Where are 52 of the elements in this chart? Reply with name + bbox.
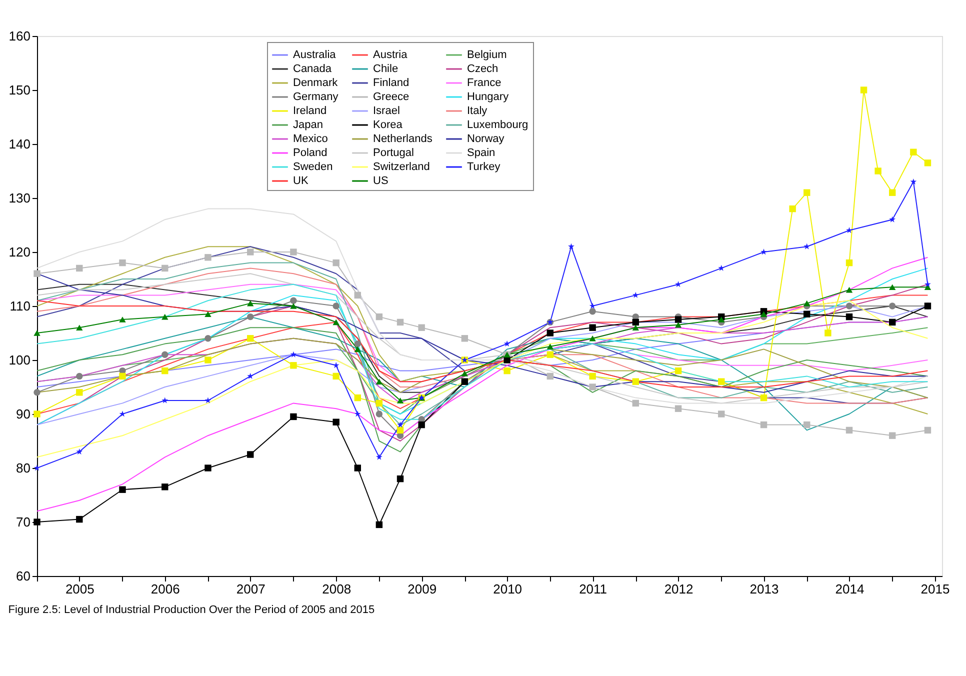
- y-tick-label: 150: [8, 82, 30, 98]
- legend-label: Japan: [293, 119, 323, 131]
- x-tick-label: 2010: [493, 582, 522, 596]
- y-tick-label: 60: [16, 568, 30, 584]
- legend-label: Canada: [293, 63, 332, 75]
- legend-label: Portugal: [373, 147, 414, 159]
- x-tick-label: 2009: [408, 582, 437, 596]
- legend-label: Luxembourg: [467, 119, 528, 131]
- y-tick-label: 70: [16, 514, 30, 530]
- legend-label: Sweden: [293, 161, 333, 173]
- legend-label: UK: [293, 175, 309, 187]
- legend-label: Chile: [373, 63, 398, 75]
- y-tick-label: 100: [8, 352, 30, 368]
- legend-label: Mexico: [293, 133, 328, 145]
- legend-label: France: [467, 77, 502, 89]
- x-tick-label: 2013: [750, 582, 779, 596]
- x-tick-label: 2015: [920, 582, 950, 596]
- legend-label: Switzerland: [373, 161, 430, 173]
- legend-label: US: [373, 175, 388, 187]
- x-tick-label: 2012: [664, 582, 694, 596]
- x-tick-label: 2005: [65, 582, 94, 596]
- legend-label: Korea: [373, 119, 404, 131]
- legend-label: Germany: [293, 91, 339, 103]
- y-tick-label: 90: [16, 406, 30, 422]
- legend-label: Belgium: [467, 49, 507, 61]
- x-tick-label: 2007: [236, 582, 266, 596]
- legend-label: Israel: [373, 105, 400, 117]
- legend-label: Denmark: [293, 77, 338, 89]
- y-tick-label: 120: [8, 244, 30, 260]
- legend-label: Greece: [373, 91, 410, 103]
- legend-label: Ireland: [293, 105, 327, 117]
- x-tick-label: 2014: [835, 582, 864, 596]
- legend-label: Turkey: [467, 161, 501, 173]
- y-tick-label: 160: [8, 28, 30, 44]
- legend-label: Netherlands: [373, 133, 433, 145]
- legend-label: Czech: [467, 63, 498, 75]
- legend-label: Finland: [373, 77, 410, 89]
- y-tick-label: 80: [16, 460, 30, 476]
- legend-label: Spain: [467, 147, 496, 159]
- y-tick-label: 110: [10, 298, 30, 314]
- x-tick-label: 2011: [579, 582, 608, 596]
- y-tick-label: 140: [8, 136, 30, 152]
- legend-label: Hungary: [467, 91, 510, 103]
- y-tick-label: 130: [8, 190, 30, 206]
- x-tick-label: 2008: [322, 582, 352, 596]
- legend-label: Italy: [467, 105, 488, 117]
- legend-label: Australia: [293, 49, 337, 61]
- legend-label: Norway: [467, 133, 505, 145]
- legend-label: Austria: [373, 49, 408, 61]
- x-tick-label: 2006: [150, 582, 180, 596]
- caption: Figure 2.5: Level of Industrial Production Over the Period of 2005 and 2015: [8, 604, 375, 616]
- legend-label: Poland: [293, 147, 328, 159]
